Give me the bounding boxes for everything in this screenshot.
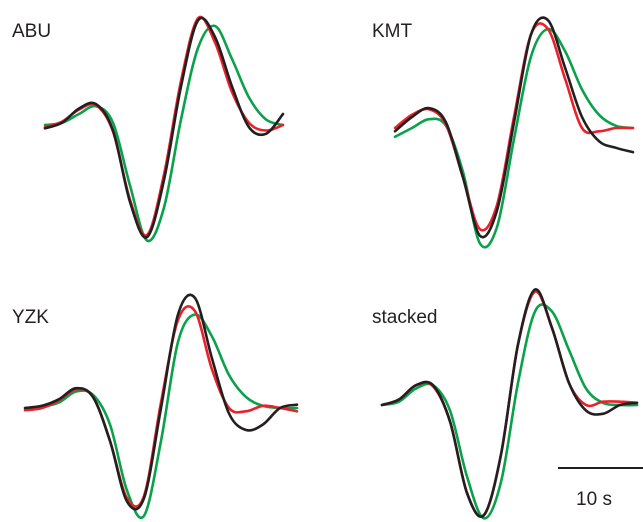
waveform xyxy=(23,313,299,520)
waveform xyxy=(393,27,635,249)
waveform xyxy=(23,293,299,511)
panel-title: KMT xyxy=(372,21,413,42)
waveform xyxy=(43,16,285,239)
waveform xyxy=(380,288,639,518)
panel-title: YZK xyxy=(12,307,49,328)
panel-title: stacked xyxy=(372,307,437,328)
waveform xyxy=(380,303,639,520)
panel-title: ABU xyxy=(12,21,51,42)
scale-bar-label: 10 s xyxy=(576,489,612,510)
waveform xyxy=(393,16,635,239)
waveform xyxy=(43,24,285,243)
